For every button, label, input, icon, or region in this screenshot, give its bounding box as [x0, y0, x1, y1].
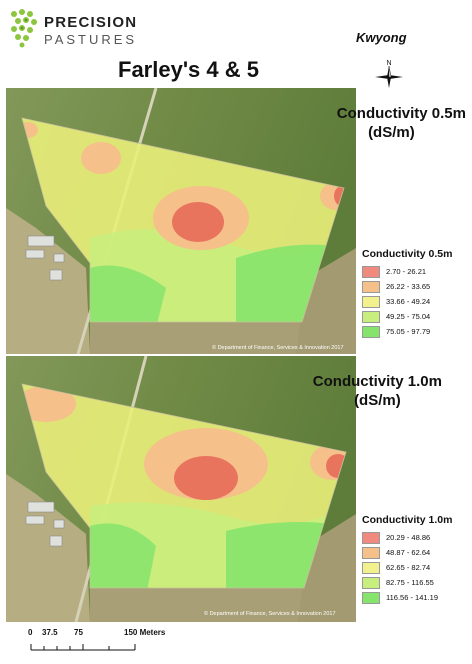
map2-copyright: © Department of Finance, Services & Inno…: [204, 611, 336, 617]
legend-label: 48.87 - 62.64: [386, 548, 431, 557]
legend-label: 33.66 - 49.24: [386, 297, 431, 306]
map1-title-line1: Conductivity 0.5m: [336, 105, 466, 122]
scale-tick-label: 75: [74, 628, 83, 637]
map1-copyright: © Department of Finance, Services & Inno…: [212, 345, 344, 351]
legend-label: 82.75 - 116.55: [386, 578, 434, 587]
legend-item: 75.05 - 97.79: [362, 324, 452, 339]
map1-legend: Conductivity 0.5m 2.70 - 26.21 26.22 - 3…: [362, 248, 452, 339]
map2-title-line1: Conductivity 1.0m: [312, 373, 442, 390]
north-label: N: [386, 60, 391, 67]
legend-item: 49.25 - 75.04: [362, 309, 452, 324]
conductivity-map-0-5m[interactable]: [6, 88, 356, 354]
map2-legend: Conductivity 1.0m 20.29 - 48.86 48.87 - …: [362, 514, 452, 605]
conductivity-map-1-0m[interactable]: [6, 356, 356, 622]
legend-swatch: [362, 295, 380, 308]
legend-swatch: [362, 531, 380, 544]
legend-swatch: [362, 310, 380, 323]
legend-label: 20.29 - 48.86: [386, 533, 431, 542]
precision-pastures-logo: PRECISION PASTURES: [8, 8, 138, 52]
legend-item: 48.87 - 62.64: [362, 545, 452, 560]
logo-text-line1: PRECISION: [44, 14, 138, 31]
page-title: Farley's 4 & 5: [118, 57, 259, 82]
legend-item: 62.65 - 82.74: [362, 560, 452, 575]
legend-label: 2.70 - 26.21: [386, 267, 427, 276]
scale-bar: 0 37.5 75 150 Meters: [28, 628, 208, 656]
legend-item: 116.56 - 141.19: [362, 590, 452, 605]
scale-tick-label: 0: [28, 628, 33, 637]
legend-swatch: [362, 591, 380, 604]
legend-item: 26.22 - 33.65: [362, 279, 452, 294]
legend-swatch: [362, 325, 380, 338]
legend-label: 26.22 - 33.65: [386, 282, 431, 291]
scale-tick-label: 150 Meters: [124, 628, 166, 637]
legend-label: 75.05 - 97.79: [386, 327, 431, 336]
scale-bar-ruler: [30, 644, 136, 651]
legend-swatch: [362, 280, 380, 293]
legend-label: 62.65 - 82.74: [386, 563, 431, 572]
legend-item: 33.66 - 49.24: [362, 294, 452, 309]
legend-title: Conductivity 0.5m: [362, 248, 453, 260]
map2-title: Conductivity 1.0m (dS/m): [313, 372, 442, 410]
map1-title-line2: (dS/m): [368, 124, 415, 141]
legend-swatch: [362, 546, 380, 559]
scale-tick-label: 37.5: [42, 628, 58, 637]
legend-swatch: [362, 265, 380, 278]
location-label: Kwyong: [356, 30, 407, 45]
north-arrow-icon: N: [368, 56, 410, 98]
legend-swatch: [362, 576, 380, 589]
legend-item: 2.70 - 26.21: [362, 264, 452, 279]
legend-item: 82.75 - 116.55: [362, 575, 452, 590]
logo-dots-icon: [11, 9, 37, 48]
map2-title-line2: (dS/m): [354, 392, 401, 409]
legend-label: 49.25 - 75.04: [386, 312, 431, 321]
legend-title: Conductivity 1.0m: [362, 514, 453, 526]
legend-item: 20.29 - 48.86: [362, 530, 452, 545]
logo-text-line2: PASTURES: [44, 32, 138, 47]
legend-swatch: [362, 561, 380, 574]
map1-title: Conductivity 0.5m (dS/m): [337, 104, 466, 142]
legend-label: 116.56 - 141.19: [386, 593, 438, 602]
